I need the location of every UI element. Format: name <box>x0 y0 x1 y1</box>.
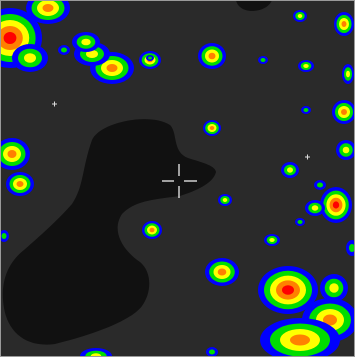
heat-blob <box>258 56 268 64</box>
heat-blob <box>258 266 318 314</box>
heat-blob <box>142 221 162 239</box>
heat-blob <box>58 45 70 55</box>
heat-contour <box>148 56 152 60</box>
heat-blob <box>203 120 221 136</box>
heat-blob <box>293 10 307 22</box>
heat-blob <box>320 187 352 223</box>
heat-contour <box>1 233 7 239</box>
heat-contour <box>149 227 155 233</box>
heat-blob <box>72 32 100 52</box>
heat-blob <box>336 140 355 160</box>
heat-contour <box>61 47 67 53</box>
heat-contour <box>269 238 275 242</box>
heat-contour <box>323 314 337 326</box>
heat-contour <box>329 283 339 293</box>
heat-contour <box>297 14 303 18</box>
dark-void-top <box>236 0 272 11</box>
heat-blob <box>0 138 30 170</box>
heat-contour <box>81 38 91 46</box>
heat-contour <box>217 268 227 276</box>
heat-contour <box>349 244 355 252</box>
heat-contour <box>282 285 294 295</box>
heat-blob <box>26 0 70 24</box>
heat-blob <box>298 60 314 72</box>
heat-contour <box>341 109 347 115</box>
heat-contour <box>260 58 266 62</box>
heat-blob <box>314 180 326 190</box>
heat-blob <box>6 172 34 196</box>
heat-blob <box>12 44 48 72</box>
heat-contour <box>16 181 24 187</box>
heat-blob <box>260 318 340 357</box>
heat-contour <box>106 64 118 72</box>
heat-blob <box>146 55 154 61</box>
heat-blob <box>301 106 311 114</box>
heat-blob <box>281 162 299 178</box>
heat-contour <box>346 70 350 78</box>
heat-blob <box>0 8 42 68</box>
plus-marker-icon <box>52 101 57 107</box>
heat-contour <box>3 32 17 44</box>
heat-contour <box>332 201 340 209</box>
heat-contour <box>297 220 303 224</box>
heat-contour <box>222 198 228 202</box>
heat-contour <box>209 349 215 355</box>
heat-contour <box>208 52 216 60</box>
heat-contour <box>311 205 319 211</box>
heat-blob <box>332 100 355 124</box>
heat-blob <box>205 258 239 286</box>
heat-contour <box>341 21 347 27</box>
heat-contour <box>24 53 36 63</box>
heat-blob <box>206 347 218 357</box>
heat-blob <box>218 194 232 206</box>
heat-blob <box>264 234 280 246</box>
plus-marker-icon <box>305 154 310 160</box>
heat-blob <box>305 200 325 216</box>
heat-contour <box>7 150 17 158</box>
heat-contour <box>342 146 350 154</box>
heat-blob <box>320 274 348 302</box>
heat-contour <box>42 4 54 12</box>
heat-blob <box>0 230 9 242</box>
heat-blob <box>342 64 354 84</box>
heat-contour <box>303 64 309 68</box>
heat-blob <box>295 218 305 226</box>
heat-contour <box>290 334 310 346</box>
heat-contour <box>209 126 215 130</box>
heat-contour <box>317 182 323 188</box>
heat-contour <box>287 167 293 173</box>
heat-blob <box>198 43 226 69</box>
heat-blob <box>334 12 354 36</box>
heat-contour <box>86 50 98 58</box>
heat-contour <box>303 108 309 112</box>
crosshair-cursor-icon[interactable] <box>162 164 197 198</box>
heat-blob <box>346 240 355 256</box>
dark-void-region <box>2 119 217 345</box>
heat-blob <box>80 348 112 357</box>
